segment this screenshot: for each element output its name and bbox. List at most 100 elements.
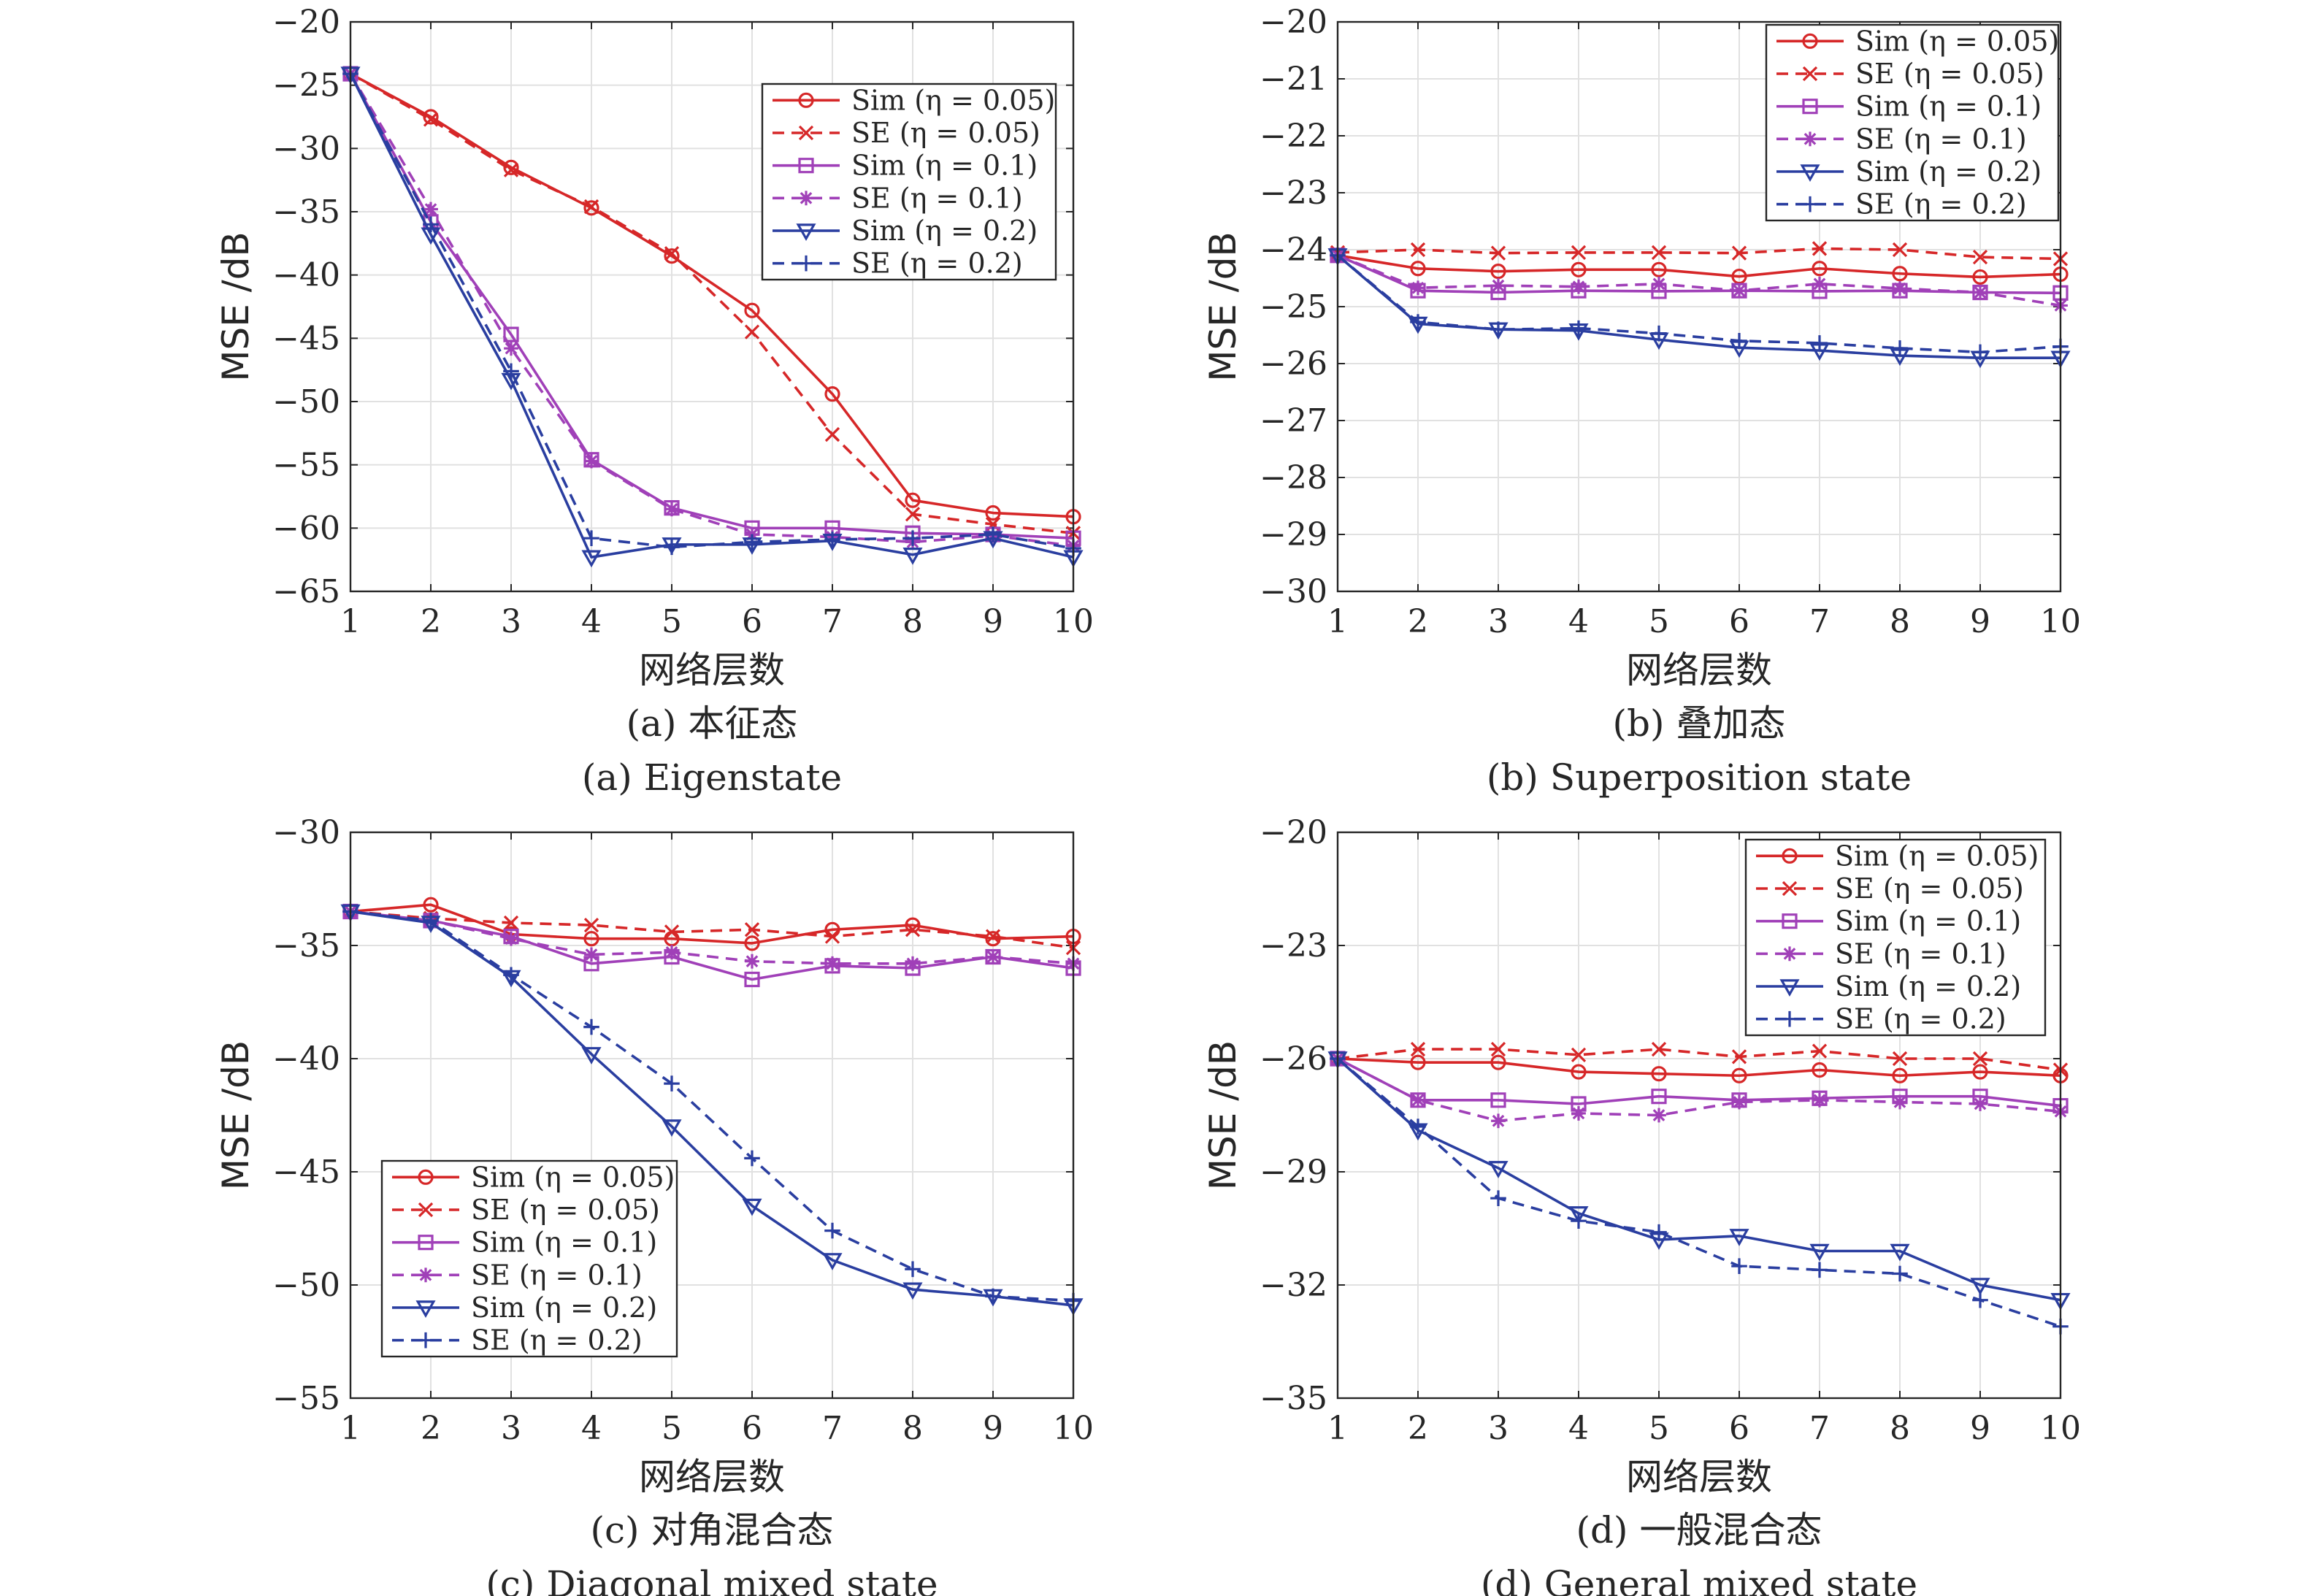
legend-label: SE (η = 0.2) [851, 248, 1023, 280]
y-tick-label: −20 [272, 4, 340, 41]
legend-swatch-marker [418, 1169, 434, 1185]
series-line [1337, 1057, 2061, 1123]
series-2 [342, 66, 1081, 541]
data-point [1731, 245, 1747, 261]
y-tick-label: −26 [1260, 345, 1327, 383]
legend-label: Sim (η = 0.05) [851, 84, 1055, 116]
data-point [824, 958, 840, 974]
data-point [1972, 344, 1988, 361]
legend-label: Sim (η = 0.1) [851, 150, 1038, 182]
data-point [1809, 1243, 1830, 1262]
y-tick-label: −26 [1260, 1040, 1327, 1078]
legend-swatch-marker [418, 1202, 434, 1218]
legend-label: SE (η = 0.05) [1855, 58, 2044, 90]
data-point [1652, 276, 1666, 291]
data-point [1972, 284, 1988, 301]
data-point [1892, 1067, 1908, 1083]
data-point [1731, 1258, 1747, 1274]
caption-english: (b) Superposition state [1487, 756, 1912, 799]
y-tick-label: −20 [1260, 4, 1327, 41]
legend-label: SE (η = 0.05) [851, 117, 1040, 149]
series-line [1337, 1057, 2061, 1108]
data-point [824, 385, 840, 402]
data-point [1490, 321, 1506, 337]
data-point [905, 507, 921, 522]
data-point [1571, 245, 1587, 261]
x-tick-label: 6 [1729, 603, 1749, 640]
series-6 [342, 903, 1081, 1309]
legend-swatch-marker [796, 223, 816, 242]
x-tick-label: 3 [1488, 1410, 1509, 1447]
data-point [583, 199, 599, 215]
y-tick-label: −65 [272, 573, 340, 610]
legend-label: Sim (η = 0.2) [471, 1292, 657, 1324]
data-point [905, 525, 921, 541]
legend-swatch-marker [1782, 913, 1798, 929]
x-tick-label: 9 [1970, 603, 1990, 640]
data-point [1490, 245, 1506, 261]
data-point [1812, 261, 1828, 277]
legend-swatch-marker [1782, 881, 1798, 897]
series-line [350, 910, 1074, 1302]
data-point [824, 426, 840, 442]
legend-label: Sim (η = 0.2) [1835, 970, 2021, 1002]
data-point [1731, 283, 1747, 299]
legend-label: Sim (η = 0.2) [1855, 156, 2042, 188]
data-point [744, 971, 760, 988]
data-point [1970, 1278, 1990, 1296]
axes-frame [1336, 20, 2062, 593]
x-tick-label: 1 [340, 603, 361, 640]
y-tick-label: −23 [1260, 927, 1327, 964]
data-point [664, 945, 679, 960]
y-tick-label: −32 [1260, 1267, 1327, 1304]
x-tick-label: 4 [1568, 1410, 1589, 1447]
series-line [1337, 254, 2061, 279]
data-point [1490, 264, 1506, 280]
data-point [504, 341, 518, 356]
data-point [1973, 285, 1987, 300]
x-tick-label: 5 [662, 1410, 682, 1447]
series-line [1337, 1057, 2061, 1078]
data-point [664, 246, 680, 261]
y-tick-label: −35 [272, 193, 340, 231]
data-point [822, 1253, 843, 1270]
x-tick-label: 10 [1053, 603, 1094, 640]
data-point [664, 1075, 680, 1092]
data-point [1731, 333, 1747, 349]
x-tick-label: 7 [1809, 1410, 1830, 1447]
data-point [1568, 1206, 1589, 1224]
data-point [825, 956, 840, 971]
data-point [1893, 281, 1907, 296]
data-point [1571, 1064, 1587, 1080]
data-point [744, 324, 760, 339]
y-tick-label: −30 [272, 814, 340, 851]
data-point [1732, 283, 1747, 299]
legend-box [380, 1159, 678, 1358]
series-line [350, 72, 1074, 518]
x-axis-label: 网络层数 [639, 1456, 785, 1498]
legend: Sim (η = 0.05)SE (η = 0.05)Sim (η = 0.1)… [380, 1159, 678, 1358]
legend: Sim (η = 0.05)SE (η = 0.05)Sim (η = 0.1)… [1765, 23, 2059, 222]
legend-label: Sim (η = 0.1) [1855, 91, 2042, 123]
data-point [824, 1222, 840, 1239]
data-point [1731, 1049, 1747, 1064]
x-tick-label: 3 [1488, 603, 1509, 640]
data-point [583, 1018, 599, 1035]
data-point [583, 530, 599, 546]
axes-frame [349, 831, 1075, 1400]
x-tick-label: 7 [822, 603, 843, 640]
data-point [584, 453, 599, 469]
data-point [1571, 1106, 1586, 1121]
data-point [664, 248, 680, 264]
series-line [1337, 254, 2061, 307]
legend-swatch-marker [1782, 946, 1797, 962]
data-point [583, 931, 599, 947]
chart-panel-1: 1 2 3 4 5 6 7 8 9 10 −65 −60 −55 −50 −45 −40 −35 −30 −25 −2… [215, 4, 1094, 799]
legend-label: Sim (η = 0.2) [851, 215, 1038, 247]
x-tick-label: 1 [1327, 603, 1348, 640]
data-point [423, 913, 439, 929]
data-point [503, 159, 519, 175]
data-point [664, 539, 680, 556]
legend-swatch-marker [1802, 196, 1818, 212]
